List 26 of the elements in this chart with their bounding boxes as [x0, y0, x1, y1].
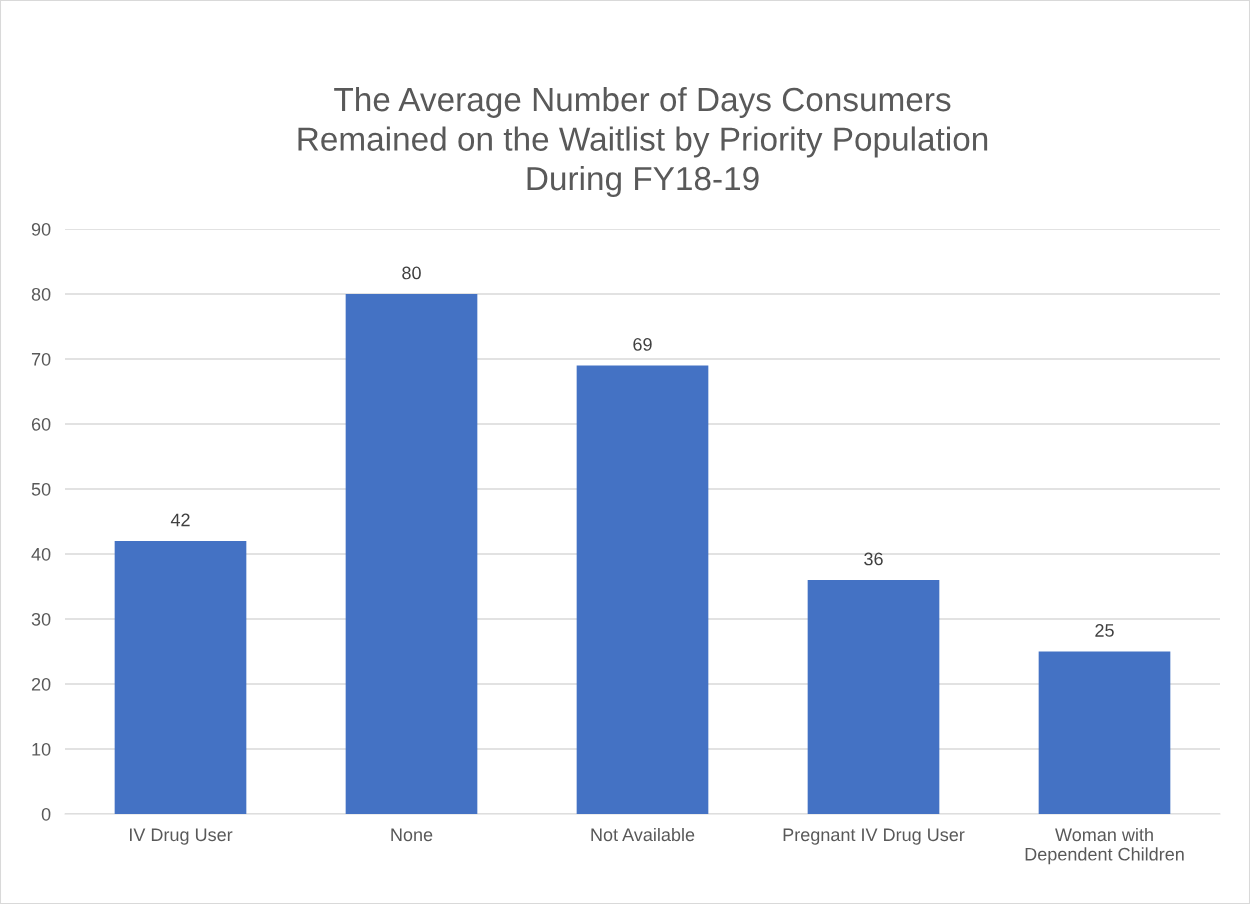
y-tick-label: 0	[41, 807, 51, 821]
x-tick-label: Woman with Dependent Children	[1025, 827, 1184, 865]
data-label: 42	[170, 513, 190, 527]
y-tick-label: 30	[31, 612, 51, 626]
y-tick-label: 60	[31, 417, 51, 431]
data-label: 69	[633, 338, 652, 351]
y-tick-label: 20	[31, 677, 51, 691]
y-tick-label: 10	[32, 742, 51, 756]
data-label: 80	[402, 266, 421, 280]
y-tick-label: 70	[31, 352, 51, 366]
y-tick-label: 90	[31, 222, 51, 236]
bar	[1038, 651, 1171, 814]
chart-title: The Average Number of Days Consumers Remained on the Waitlist by Priority Population During FY18-19	[298, 86, 988, 198]
y-tick-label: 40	[31, 547, 51, 561]
x-tick-label: Not Available	[591, 827, 695, 842]
bar	[114, 541, 247, 814]
x-tick-label: None	[391, 828, 433, 842]
bar	[807, 580, 940, 814]
y-tick-label: 50	[31, 482, 51, 496]
x-tick-label: Pregnant IV Drug User	[783, 828, 965, 845]
data-label: 36	[864, 552, 883, 566]
bar	[345, 294, 478, 814]
x-tick-label: IV Drug User	[130, 828, 233, 845]
bar	[576, 365, 709, 814]
y-tick-label: 80	[31, 287, 51, 301]
data-label: 25	[1095, 624, 1114, 637]
